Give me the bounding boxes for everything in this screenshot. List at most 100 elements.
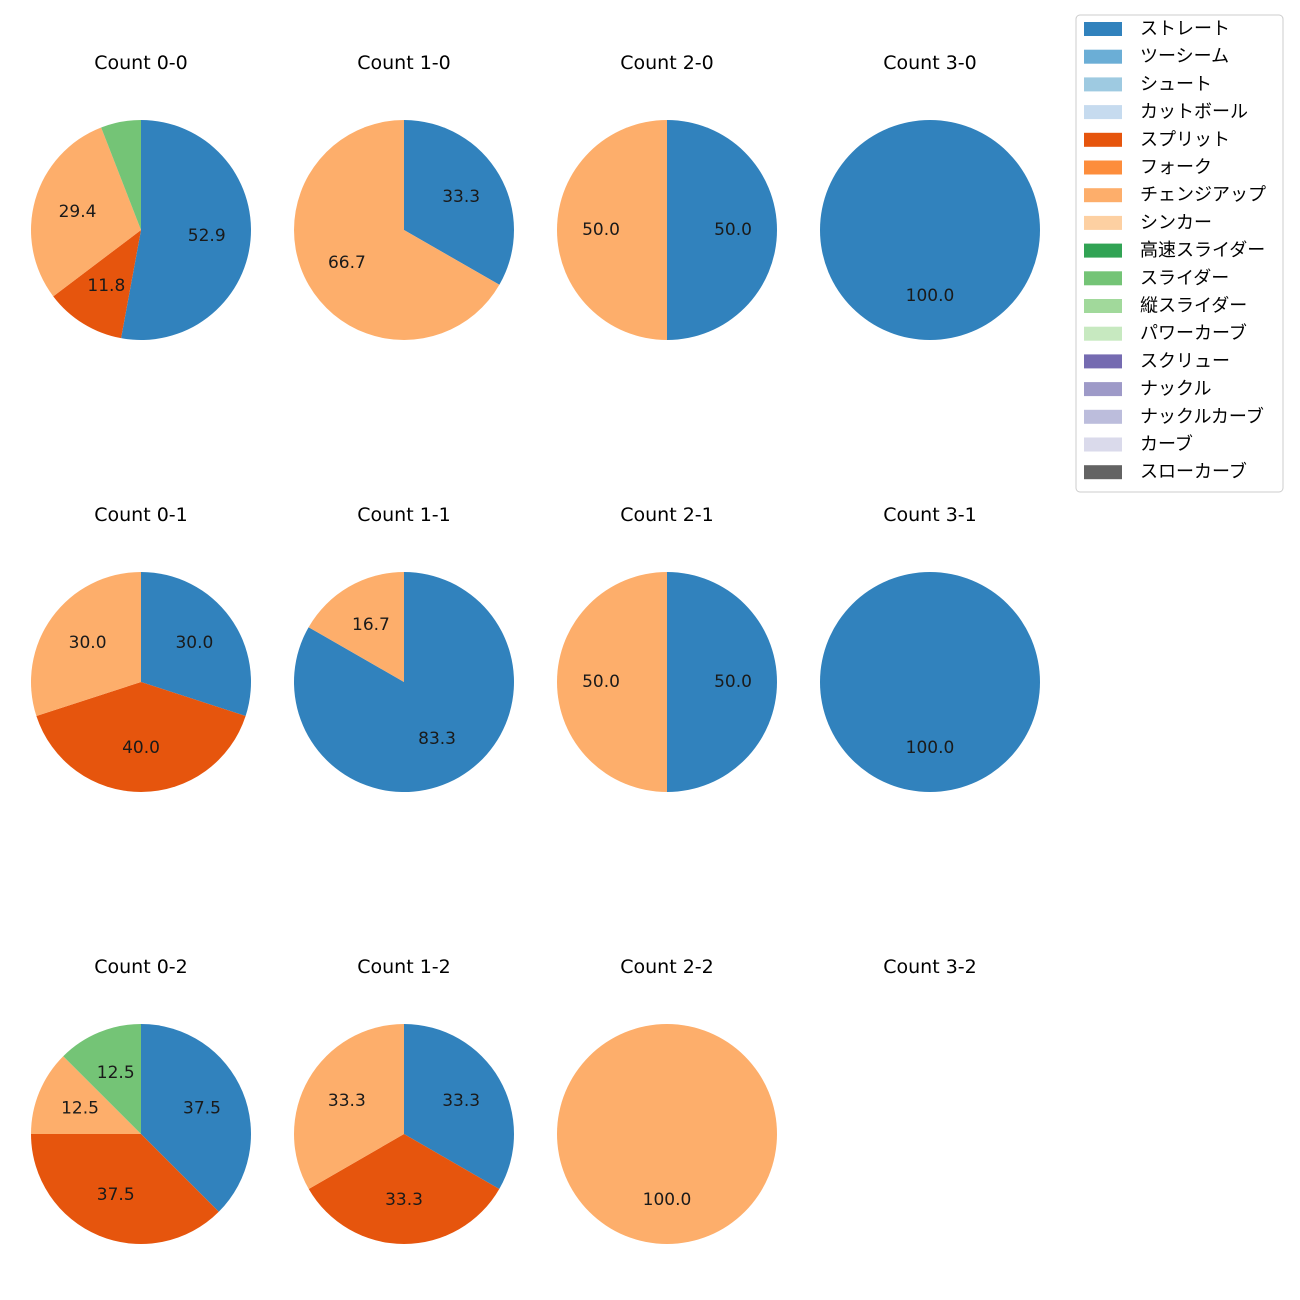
pie-value-label: 50.0 — [714, 220, 752, 240]
legend-item: チェンジアップ — [1084, 185, 1266, 206]
pie-panel-count-1-0: Count 1-0 33.3 66.7 — [294, 52, 515, 340]
pie-slice-count-0-2-0 — [141, 1024, 251, 1212]
pie-slice-count-0-0-3 — [101, 120, 141, 230]
pie-slice-count-1-0-0 — [404, 120, 515, 285]
legend-item: シンカー — [1084, 212, 1212, 233]
pie-value-label: 33.3 — [328, 1091, 366, 1111]
pie-value-label: 50.0 — [714, 672, 752, 692]
pie-title: Count 3-2 — [883, 956, 977, 978]
legend-swatch — [1084, 326, 1122, 341]
legend-item: スローカーブ — [1084, 461, 1247, 483]
pie-value-label: 12.5 — [61, 1099, 99, 1119]
legend-label: スクリュー — [1140, 351, 1230, 372]
legend-item: スクリュー — [1084, 351, 1230, 372]
legend-item: シュート — [1084, 74, 1212, 95]
pie-panel-count-0-0: Count 0-0 52.9 11.8 29.4 — [30, 52, 251, 340]
legend-item: パワーカーブ — [1084, 322, 1247, 344]
pie-slice-count-0-1-0 — [141, 572, 252, 716]
legend-swatch — [1084, 77, 1122, 92]
legend-swatch — [1084, 188, 1122, 203]
pie-value-label: 11.8 — [87, 276, 125, 296]
legend-swatch — [1084, 243, 1122, 258]
pie-slice-count-0-0-2 — [30, 127, 141, 297]
pie-title: Count 1-0 — [357, 52, 451, 74]
pie-panel-count-1-2: Count 1-2 33.3 33.3 33.3 — [294, 956, 514, 1244]
legend-frame — [1075, 14, 1284, 493]
pie-slice-count-0-2-2 — [31, 1056, 141, 1134]
legend-item: フォーク — [1084, 157, 1212, 178]
pie-panel-count-3-0: Count 3-0 100.0 — [820, 52, 1040, 340]
legend-swatch — [1084, 215, 1122, 230]
legend-swatch — [1084, 132, 1122, 147]
pie-slice-count-1-1-0 — [293, 572, 514, 792]
pie-panel-count-2-2: Count 2-2 100.0 — [557, 956, 777, 1244]
legend-item: スライダー — [1084, 268, 1229, 289]
legend-swatch — [1084, 437, 1122, 452]
legend-label: カットボール — [1140, 102, 1248, 123]
legend-swatch — [1084, 22, 1122, 36]
legend-swatch — [1084, 354, 1122, 369]
pie-slice-count-1-2-2 — [294, 1024, 404, 1189]
pie-panel-count-2-1: Count 2-1 50.0 50.0 — [557, 504, 777, 792]
legend-item: 縦スライダー — [1084, 296, 1247, 317]
pie-slice-count-0-0-1 — [53, 230, 141, 339]
pie-value-label: 29.4 — [59, 202, 97, 222]
pie-panel-count-3-1: Count 3-1 100.0 — [820, 504, 1040, 792]
pie-panel-count-3-2: Count 3-2 — [883, 956, 977, 978]
pie-title: Count 0-0 — [94, 52, 188, 74]
pie-title: Count 2-0 — [620, 52, 714, 74]
pie-panel-count-1-1: Count 1-1 83.3 16.7 — [293, 504, 514, 792]
legend-label: ナックル — [1140, 379, 1211, 400]
legend-label: ストレート — [1140, 19, 1230, 40]
legend-label: スローカーブ — [1140, 461, 1247, 483]
pie-slice-count-2-0-0 — [667, 120, 777, 340]
legend-item: ナックル — [1084, 379, 1211, 400]
legend-swatch — [1084, 382, 1122, 397]
pie-title: Count 3-0 — [883, 52, 977, 74]
legend-item: ストレート — [1084, 19, 1230, 40]
pie-slice-count-0-1-1 — [36, 682, 246, 793]
pie-value-label: 52.9 — [188, 226, 226, 246]
pie-slice-count-1-1-1 — [308, 572, 404, 682]
pie-value-label: 40.0 — [122, 738, 160, 758]
pie-value-label: 50.0 — [582, 672, 620, 692]
pie-title: Count 1-2 — [357, 956, 451, 978]
pie-value-label: 30.0 — [69, 633, 107, 653]
legend-label: シュート — [1140, 74, 1212, 95]
legend-swatch — [1084, 465, 1122, 480]
pie-slice-count-0-2-1 — [31, 1134, 219, 1244]
legend-item: カーブ — [1084, 433, 1193, 455]
pie-title: Count 0-1 — [94, 504, 188, 526]
legend-swatch — [1084, 160, 1122, 175]
pie-slice-count-2-0-1 — [557, 120, 667, 340]
legend-swatch — [1084, 271, 1122, 286]
legend-swatch — [1084, 105, 1122, 120]
pie-value-label: 30.0 — [175, 633, 213, 653]
pie-slice-count-0-0-0 — [121, 120, 251, 340]
legend-item: ナックルカーブ — [1084, 405, 1264, 427]
pie-value-label: 100.0 — [643, 1190, 692, 1210]
legend-label: チェンジアップ — [1140, 185, 1266, 206]
legend: ストレートツーシームシュートカットボールスプリットフォークチェンジアップシンカー… — [1075, 14, 1284, 493]
pie-title: Count 0-2 — [94, 956, 188, 978]
legend-label: 高速スライダー — [1140, 240, 1265, 261]
pie-value-label: 100.0 — [906, 738, 955, 758]
pie-title: Count 3-1 — [883, 504, 977, 526]
pie-slice-count-3-0-0 — [820, 120, 1040, 340]
legend-swatch — [1084, 49, 1122, 64]
pie-value-label: 33.3 — [442, 187, 480, 207]
legend-label: パワーカーブ — [1140, 322, 1247, 344]
legend-item: スプリット — [1084, 129, 1230, 150]
pie-value-label: 37.5 — [183, 1099, 221, 1119]
pie-slice-count-0-2-3 — [63, 1024, 141, 1134]
pie-value-label: 37.5 — [97, 1185, 135, 1205]
legend-item: 高速スライダー — [1084, 240, 1265, 261]
pie-value-label: 16.7 — [352, 615, 390, 635]
pie-panel-count-2-0: Count 2-0 50.0 50.0 — [557, 52, 777, 340]
pie-panel-count-0-1: Count 0-1 30.0 40.0 30.0 — [30, 504, 252, 793]
legend-swatch — [1084, 409, 1122, 424]
legend-label: フォーク — [1140, 157, 1212, 178]
pie-value-label: 83.3 — [418, 729, 456, 749]
pie-panel-count-0-2: Count 0-2 37.5 37.5 12.5 12.5 — [31, 956, 251, 1244]
